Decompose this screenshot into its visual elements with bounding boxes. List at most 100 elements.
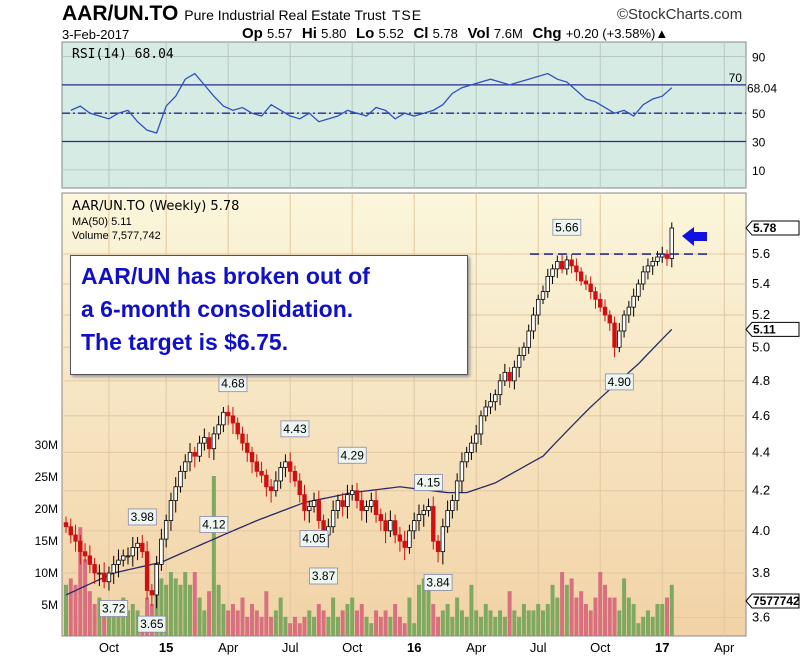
chart-header: AAR/UN.TO Pure Industrial Real Estate Tr… [62,2,422,26]
candle-body [292,470,298,482]
volume-bar [335,616,340,636]
volume-bar [364,616,369,636]
volume-bar [407,597,412,636]
volume-bar [331,597,336,636]
volume-bar [78,527,83,636]
volume-bar [464,616,469,636]
volume-bar [87,591,92,636]
candle-body [92,564,97,574]
candle-body [140,542,145,553]
volume-bar [474,610,479,636]
candle-body [183,461,188,472]
candle-body [435,540,441,553]
volume-bar [197,597,202,636]
candle-body [612,322,617,348]
candle-body [397,534,403,542]
volume-bar [622,578,627,636]
volume-bar [288,623,293,636]
candle-body [502,371,508,382]
volume-bar [106,610,111,636]
price-tick-label: 4.4 [752,444,770,459]
candle-body [540,291,546,300]
volume-bar [669,584,674,636]
quote-key: Vol [467,25,494,42]
annotation-line-1: AAR/UN has broken out of [81,263,370,289]
candle-body [211,433,217,450]
price-callout: 4.12 [202,518,226,532]
volume-bar [388,616,393,636]
volume-bar [478,616,483,636]
volume-bar [192,572,197,636]
candle-body [278,467,283,482]
candle-body [569,259,574,267]
volume-bar [68,578,73,636]
candle-body [550,268,555,277]
volume-bar [655,604,660,636]
volume-bar [431,604,436,636]
volume-bar [469,584,474,636]
volume-bar [168,572,173,636]
candle-body [202,437,207,444]
volume-bar [517,616,522,636]
price-callout: 4.15 [417,476,441,490]
candle-body [536,298,541,316]
candle-body [488,401,493,408]
price-callout: 3.84 [426,575,450,589]
price-tick-label: 4.8 [752,373,770,388]
rsi-tick-label: 50 [752,107,766,121]
candle-body [364,506,369,511]
volume-bar [574,597,579,636]
price-legend: AAR/UN.TO (Weekly) 5.78 [72,199,240,214]
candle-body [378,514,384,522]
volume-bar [207,591,212,636]
candle-body [431,506,436,542]
candle-body [101,572,107,583]
price-tick-label: 5.4 [752,276,770,291]
x-tick-label: Apr [218,640,239,655]
volume-bar [650,616,655,636]
quote-key: Lo [356,25,379,42]
quote-value: 5.57 [267,26,296,41]
volume-bar [130,604,135,636]
candle-body [602,306,608,316]
candle-body [340,500,345,507]
last-price-tag: 5.78 [753,221,777,235]
rsi-tick-label: 90 [752,51,766,65]
volume-bar [188,584,193,636]
volume-bar [374,610,379,636]
rsi-tick-label: 70 [729,71,743,85]
volume-bar [221,604,226,636]
price-callout-box [337,446,367,464]
candle-body [631,295,636,308]
volume-bar [211,476,216,636]
volume-bar [555,597,560,636]
candle-body [645,265,651,273]
volume-bar [445,604,450,636]
price-callout-box [127,508,157,526]
candle-body [111,564,116,574]
candle-body [125,555,131,558]
candle-body [149,590,155,596]
candle-body [636,283,641,297]
candle-body [283,461,288,468]
candle-body [330,510,336,528]
candle-body [168,500,174,522]
volume-bar [83,559,88,636]
candle-body [354,490,360,501]
volume-bar [526,610,531,636]
volume-bar [507,591,512,636]
candle-body [297,480,302,496]
candle-body [593,291,598,300]
volume-bar [550,584,555,636]
price-tick-label: 3.8 [752,565,770,580]
volume-bar [73,584,78,636]
candle-body [245,442,250,453]
source-credit[interactable]: ©StockCharts.com [617,6,743,23]
candle-body [178,470,183,488]
volume-tag-box [745,593,800,609]
volume-bar [440,610,445,636]
price-callout: 5.66 [555,220,579,234]
candle-body [416,514,422,522]
candle-body [440,526,446,553]
volume-bar [278,597,283,636]
